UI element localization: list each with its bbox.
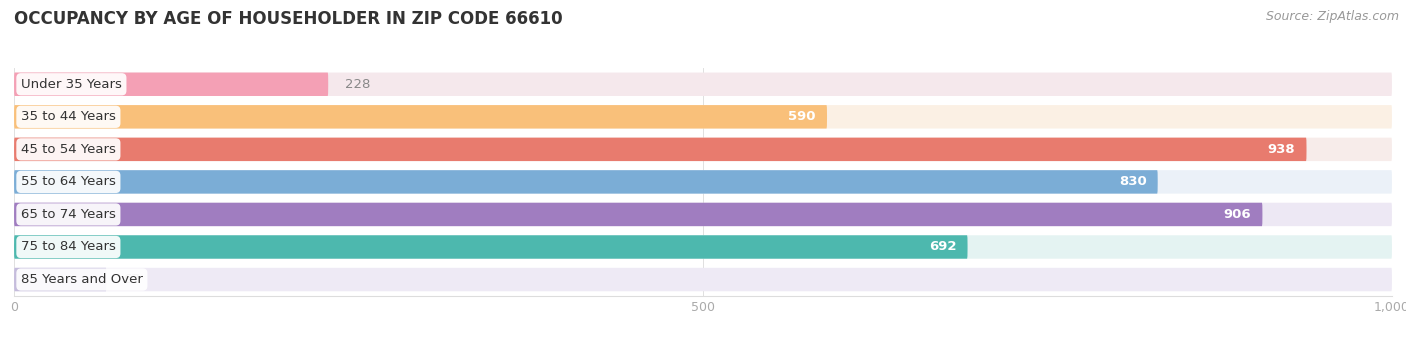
Text: OCCUPANCY BY AGE OF HOUSEHOLDER IN ZIP CODE 66610: OCCUPANCY BY AGE OF HOUSEHOLDER IN ZIP C…	[14, 10, 562, 28]
Text: 830: 830	[1119, 175, 1147, 188]
FancyBboxPatch shape	[14, 138, 1392, 161]
FancyBboxPatch shape	[14, 268, 107, 291]
Text: 938: 938	[1268, 143, 1295, 156]
FancyBboxPatch shape	[14, 72, 328, 96]
FancyBboxPatch shape	[14, 203, 1263, 226]
FancyBboxPatch shape	[14, 72, 1392, 96]
Text: Source: ZipAtlas.com: Source: ZipAtlas.com	[1265, 10, 1399, 23]
Text: 590: 590	[789, 110, 815, 123]
Text: 35 to 44 Years: 35 to 44 Years	[21, 110, 115, 123]
FancyBboxPatch shape	[14, 105, 827, 129]
Text: 228: 228	[344, 78, 370, 91]
Text: 906: 906	[1223, 208, 1251, 221]
Text: 55 to 64 Years: 55 to 64 Years	[21, 175, 115, 188]
FancyBboxPatch shape	[14, 235, 1392, 259]
FancyBboxPatch shape	[14, 105, 1392, 129]
FancyBboxPatch shape	[14, 235, 967, 259]
Text: 67: 67	[122, 273, 139, 286]
Text: 692: 692	[929, 240, 956, 254]
FancyBboxPatch shape	[14, 268, 1392, 291]
FancyBboxPatch shape	[14, 170, 1392, 193]
FancyBboxPatch shape	[14, 170, 1157, 193]
FancyBboxPatch shape	[14, 203, 1392, 226]
Text: Under 35 Years: Under 35 Years	[21, 78, 122, 91]
Text: 45 to 54 Years: 45 to 54 Years	[21, 143, 115, 156]
FancyBboxPatch shape	[14, 138, 1306, 161]
Text: 65 to 74 Years: 65 to 74 Years	[21, 208, 115, 221]
Text: 85 Years and Over: 85 Years and Over	[21, 273, 143, 286]
Text: 75 to 84 Years: 75 to 84 Years	[21, 240, 115, 254]
